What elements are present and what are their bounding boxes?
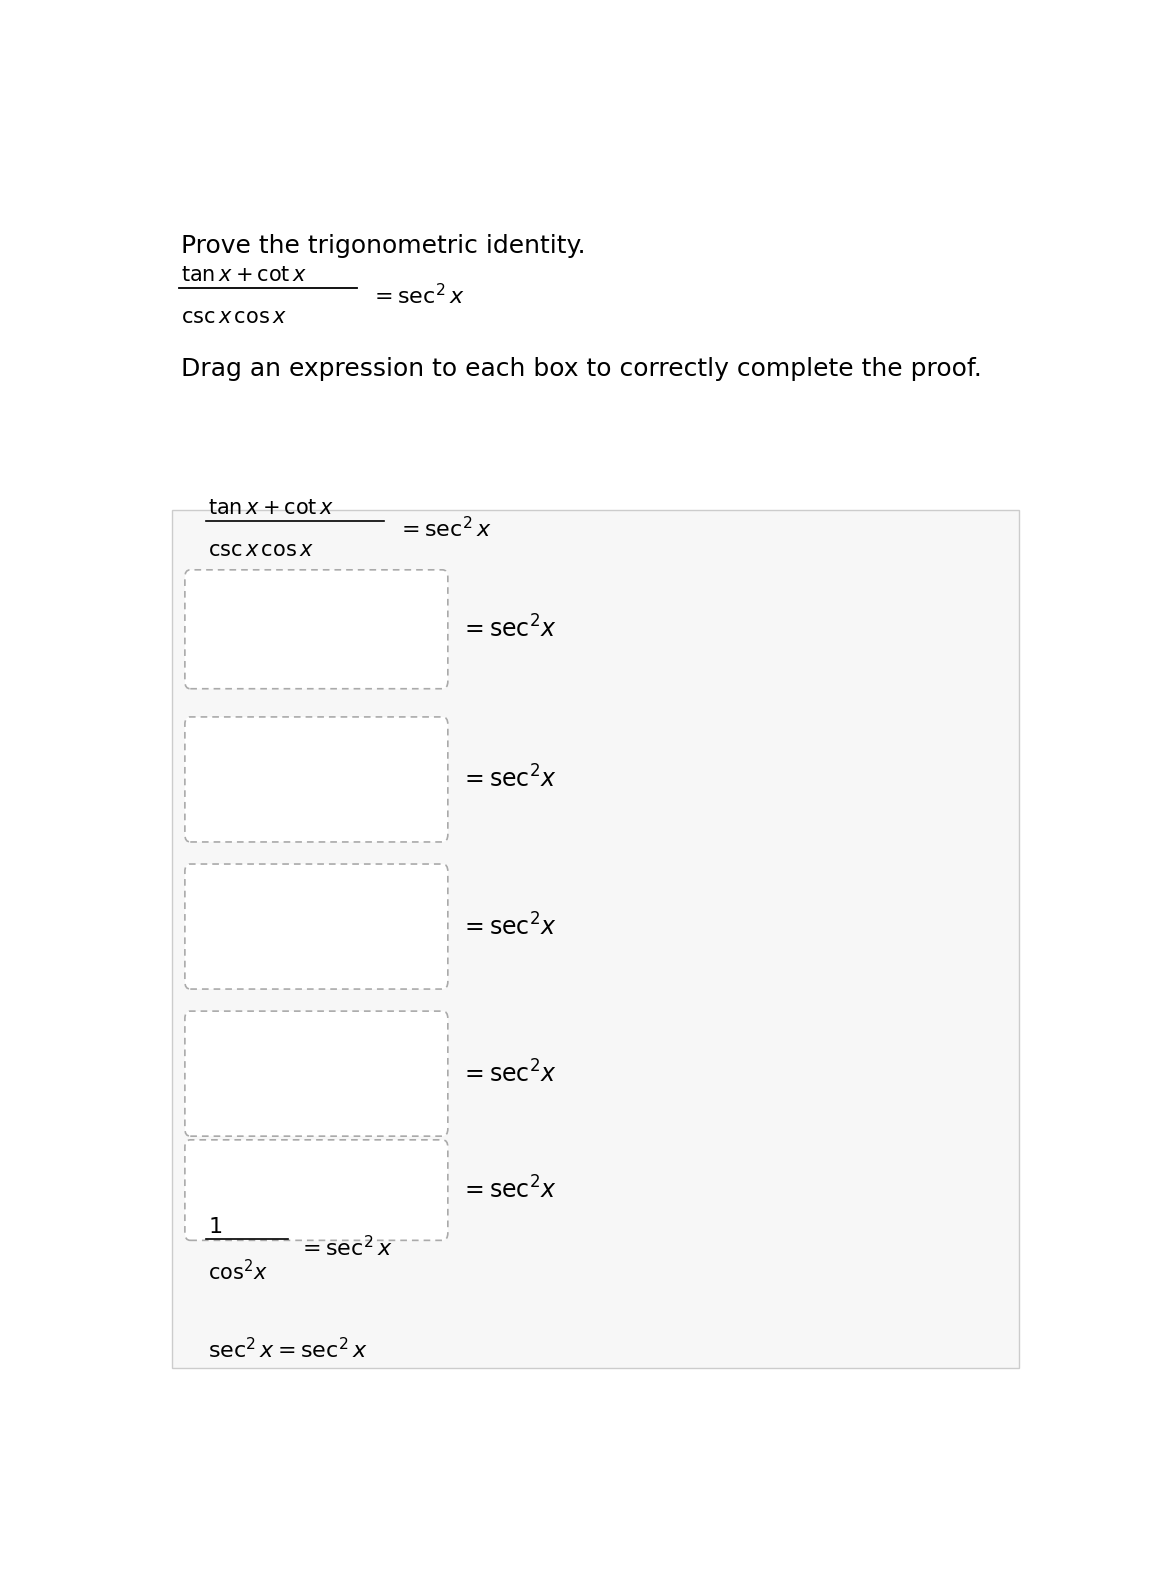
- Text: $\mathrm{tan}\,x + \mathrm{cot}\,x$: $\mathrm{tan}\,x + \mathrm{cot}\,x$: [208, 498, 335, 519]
- Bar: [172, 509, 1019, 1368]
- Text: $= \sec^2\!x$: $= \sec^2\!x$: [460, 766, 557, 793]
- Text: $\mathrm{csc}\,x\,\mathrm{cos}\,x$: $\mathrm{csc}\,x\,\mathrm{cos}\,x$: [181, 307, 287, 328]
- Text: Drag an expression to each box to correctly complete the proof.: Drag an expression to each box to correc…: [181, 357, 982, 380]
- FancyBboxPatch shape: [185, 570, 447, 689]
- Text: $= \sec^2\!x$: $= \sec^2\!x$: [460, 912, 557, 941]
- Text: $1$: $1$: [208, 1216, 222, 1237]
- Text: $= \sec^2 x$: $= \sec^2 x$: [397, 516, 492, 541]
- Text: $= \sec^2 x$: $= \sec^2 x$: [371, 283, 465, 307]
- FancyBboxPatch shape: [185, 1140, 447, 1240]
- Text: $\sec^2 x = \sec^2 x$: $\sec^2 x = \sec^2 x$: [208, 1337, 368, 1363]
- FancyBboxPatch shape: [185, 716, 447, 842]
- Text: $\mathrm{tan}\,x + \mathrm{cot}\,x$: $\mathrm{tan}\,x + \mathrm{cot}\,x$: [181, 266, 307, 285]
- Text: $= \sec^2\!x$: $= \sec^2\!x$: [460, 616, 557, 643]
- FancyBboxPatch shape: [185, 1011, 447, 1137]
- Text: $\mathrm{csc}\,x\,\mathrm{cos}\,x$: $\mathrm{csc}\,x\,\mathrm{cos}\,x$: [208, 540, 314, 560]
- Text: $= \sec^2\!x$: $= \sec^2\!x$: [460, 1176, 557, 1204]
- Text: Prove the trigonometric identity.: Prove the trigonometric identity.: [181, 234, 586, 258]
- Text: $= \sec^2\!x$: $= \sec^2\!x$: [460, 1060, 557, 1087]
- FancyBboxPatch shape: [185, 864, 447, 989]
- Text: $\cos^2\!x$: $\cos^2\!x$: [208, 1259, 268, 1283]
- Text: $= \sec^2 x$: $= \sec^2 x$: [299, 1235, 393, 1261]
